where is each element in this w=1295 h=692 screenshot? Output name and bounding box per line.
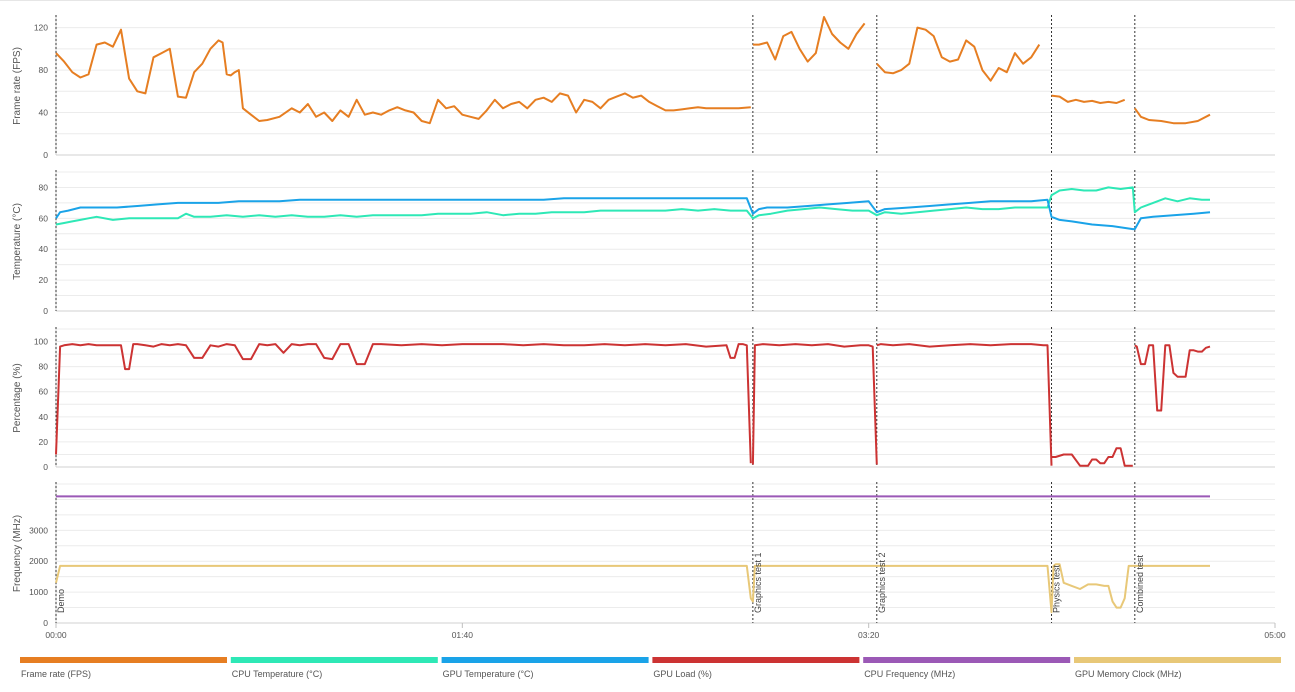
- x-tick-label: 00:00: [45, 630, 67, 640]
- y-tick-label: 3000: [29, 525, 48, 535]
- marker-label: Combined test: [1135, 554, 1145, 613]
- y-tick-label: 0: [43, 306, 48, 316]
- legend-swatch: [863, 657, 1071, 663]
- y-tick-label: 40: [39, 412, 49, 422]
- legend-item: CPU Temperature (°C): [230, 657, 438, 679]
- marker-label: Physics test: [1052, 564, 1062, 613]
- series-line-gpu_temp: [55, 197, 1211, 231]
- series-line-cpu_temp: [55, 186, 1210, 226]
- y-tick-label: 60: [39, 213, 49, 223]
- panel-freq: 0 1000 2000 3000 Frequency (MHz): [12, 482, 1275, 628]
- y-axis-title: Frequency (MHz): [12, 515, 23, 592]
- series-line-gpu_mem: [55, 563, 1210, 614]
- y-tick-label: 1000: [29, 587, 48, 597]
- legend-label: GPU Temperature (°C): [443, 669, 534, 679]
- legend-swatch: [441, 657, 649, 663]
- y-tick-label: 20: [39, 275, 49, 285]
- series-line-gpu_load: [1051, 447, 1133, 467]
- legend-item: Frame rate (FPS): [20, 657, 227, 679]
- y-tick-label: 2000: [29, 556, 48, 566]
- y-tick-label: 40: [39, 108, 49, 118]
- y-tick-label: 0: [43, 150, 48, 160]
- y-tick-label: 20: [39, 437, 49, 447]
- series-line-gpu_load: [751, 343, 878, 465]
- legend-item: GPU Load (%): [652, 657, 860, 679]
- legend-label: CPU Temperature (°C): [232, 669, 322, 679]
- legend-swatch: [1074, 657, 1281, 663]
- y-tick-label: 80: [39, 65, 49, 75]
- x-tick-label: 01:40: [452, 630, 474, 640]
- y-tick-label: 120: [34, 23, 48, 33]
- marker-label: Graphics test 2: [877, 552, 887, 613]
- series-line-gpu_load: [1134, 344, 1211, 412]
- legend-item: GPU Memory Clock (MHz): [1074, 657, 1281, 679]
- x-tick-label: 03:20: [858, 630, 880, 640]
- legend-swatch: [20, 657, 227, 663]
- y-axis-title: Percentage (%): [12, 363, 23, 432]
- top-divider: [0, 0, 1295, 1]
- legend-label: GPU Load (%): [653, 669, 712, 679]
- legend-swatch: [230, 657, 438, 663]
- y-tick-label: 0: [43, 618, 48, 628]
- legend-label: Frame rate (FPS): [21, 669, 91, 679]
- legend-item: GPU Temperature (°C): [441, 657, 649, 679]
- legend-label: GPU Memory Clock (MHz): [1075, 669, 1182, 679]
- series-line-fps: [1133, 107, 1211, 125]
- marker-label: Graphics test 1: [753, 552, 763, 613]
- y-tick-label: 60: [39, 387, 49, 397]
- legend-label: CPU Frequency (MHz): [864, 669, 955, 679]
- y-tick-label: 40: [39, 244, 49, 254]
- y-axis-title: Frame rate (FPS): [12, 47, 23, 125]
- panel-pct: 0 20 40 60 80 100 Percentage (%): [12, 327, 1275, 472]
- legend-swatch: [652, 657, 860, 663]
- legend-item: CPU Frequency (MHz): [863, 657, 1071, 679]
- y-tick-label: 100: [34, 337, 48, 347]
- y-tick-label: 80: [39, 182, 49, 192]
- x-tick-label: 05:00: [1264, 630, 1286, 640]
- series-line-fps: [55, 28, 751, 125]
- y-tick-label: 80: [39, 362, 49, 372]
- marker-label: Demo: [56, 589, 66, 613]
- y-tick-label: 0: [43, 462, 48, 472]
- panel-fps: 0 40 80 120 Frame rate (FPS): [12, 15, 1275, 160]
- series-line-gpu_load: [55, 343, 752, 464]
- panel-temp: 0 20 40 60 80 Temperature (°C): [12, 170, 1275, 316]
- series-line-fps: [876, 26, 1041, 82]
- y-axis-title: Temperature (°C): [12, 203, 23, 280]
- series-line-fps: [1051, 94, 1126, 104]
- series-line-gpu_load: [876, 343, 1053, 466]
- series-line-fps: [752, 16, 866, 63]
